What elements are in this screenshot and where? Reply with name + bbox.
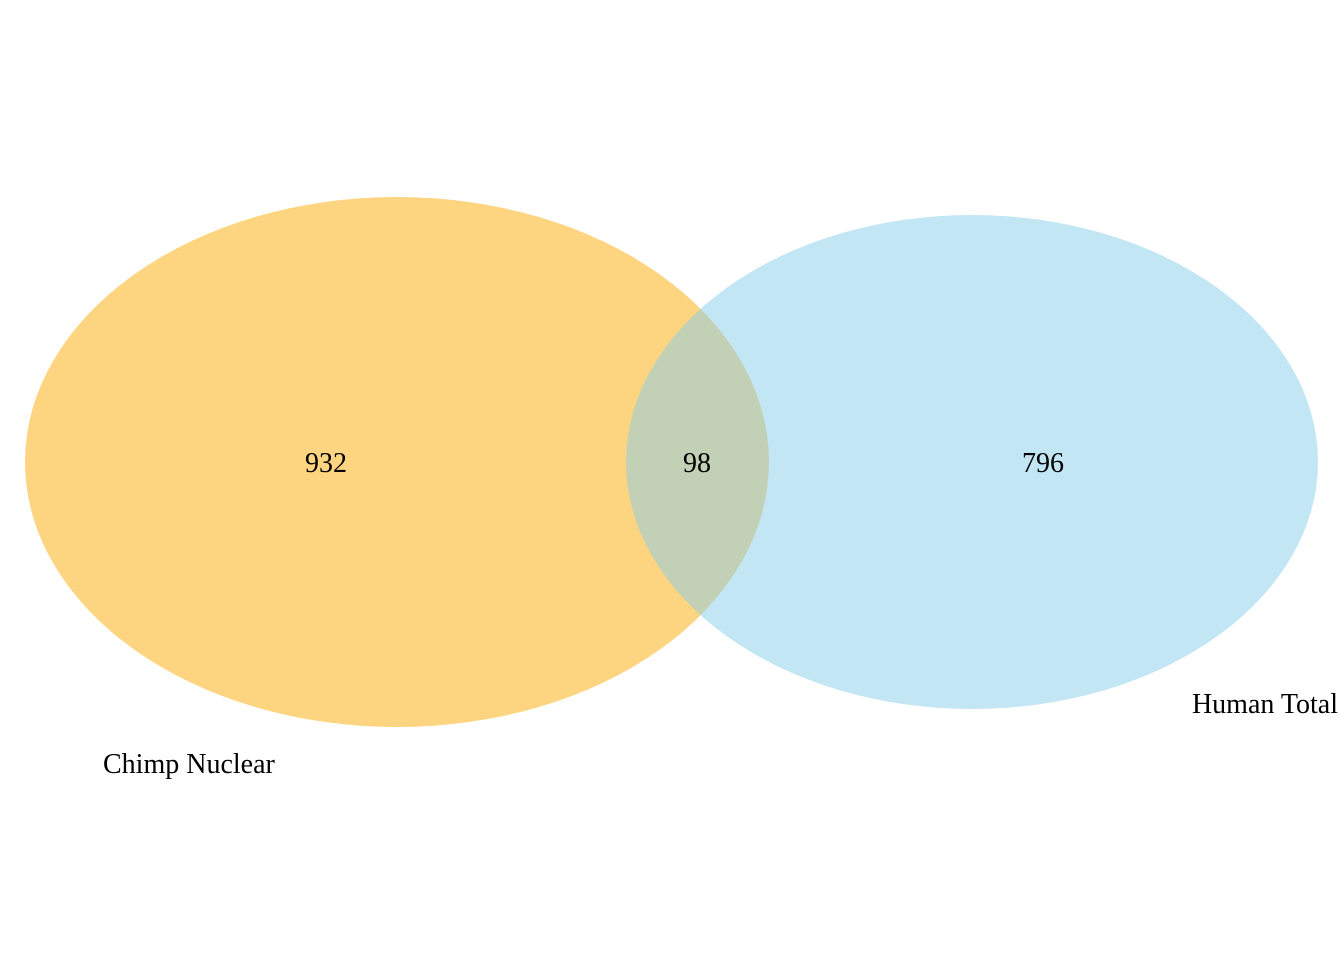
chimp-nuclear-only-count: 932 xyxy=(305,448,347,479)
human-total-set-ellipse xyxy=(626,215,1318,709)
chimp-nuclear-set-ellipse xyxy=(25,197,769,727)
human-total-only-count: 796 xyxy=(1022,448,1064,479)
intersection-count: 98 xyxy=(683,448,711,479)
human-total-label: Human Total xyxy=(1192,689,1338,720)
chimp-nuclear-label: Chimp Nuclear xyxy=(103,749,276,780)
